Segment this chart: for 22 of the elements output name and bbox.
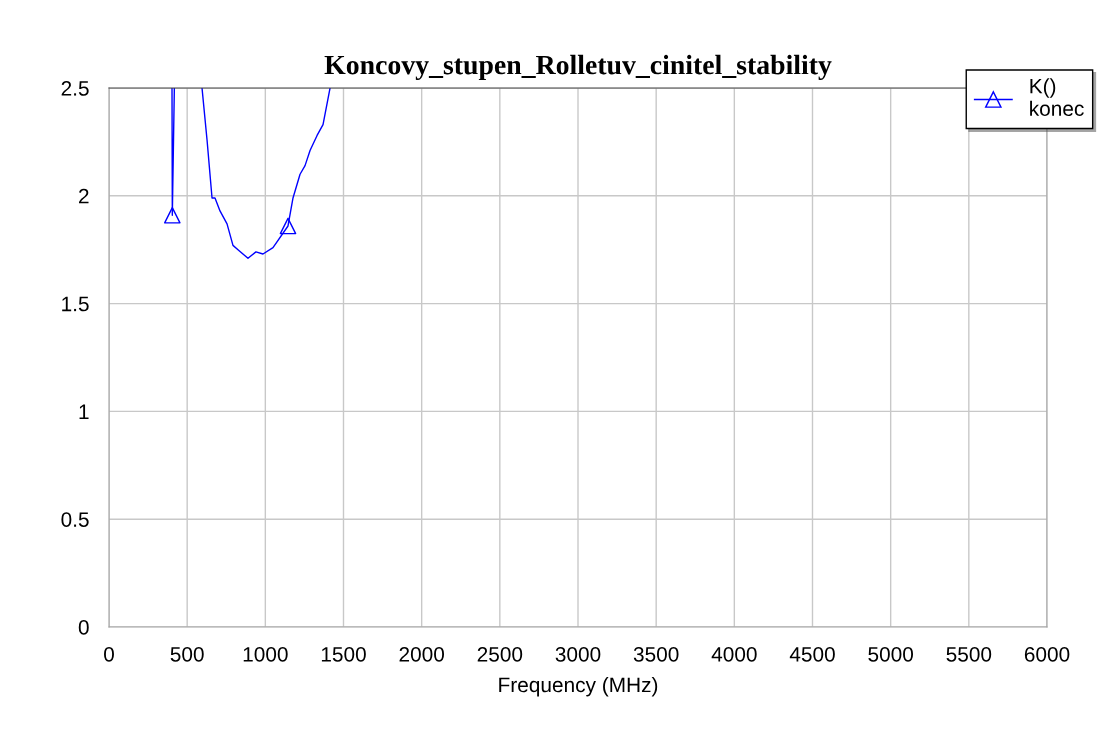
x-axis-title: Frequency (MHz) [499, 676, 658, 697]
x-tick-label: 6000 [1024, 646, 1070, 662]
x-tick-label: 500 [170, 646, 204, 662]
y-tick-label: 1 [79, 404, 89, 419]
chart-title: Koncovy_stupen_Rolletuv_cinitel_stability [324, 54, 832, 81]
x-tick-label: 2500 [477, 646, 523, 662]
x-tick-label: 3000 [555, 646, 601, 662]
y-tick-label: 2 [79, 188, 89, 204]
x-tick-label: 1000 [243, 646, 288, 662]
x-tick-label: 2000 [399, 646, 445, 662]
x-tick-label: 0 [104, 646, 114, 662]
x-tick-label: 3500 [633, 646, 679, 662]
y-tick-label: 0.5 [61, 512, 89, 527]
x-tick-label: 1500 [321, 646, 366, 662]
x-tick-label: 5500 [946, 646, 992, 662]
y-tick-label: 2.5 [61, 81, 89, 96]
y-tick-label: 1.5 [62, 296, 89, 312]
x-tick-label: 4500 [789, 646, 835, 662]
x-tick-label: 5000 [868, 646, 914, 662]
y-tick-label: 0 [78, 620, 89, 635]
legend-label: K() konec [1030, 78, 1084, 117]
x-tick-label: 4000 [711, 646, 757, 662]
